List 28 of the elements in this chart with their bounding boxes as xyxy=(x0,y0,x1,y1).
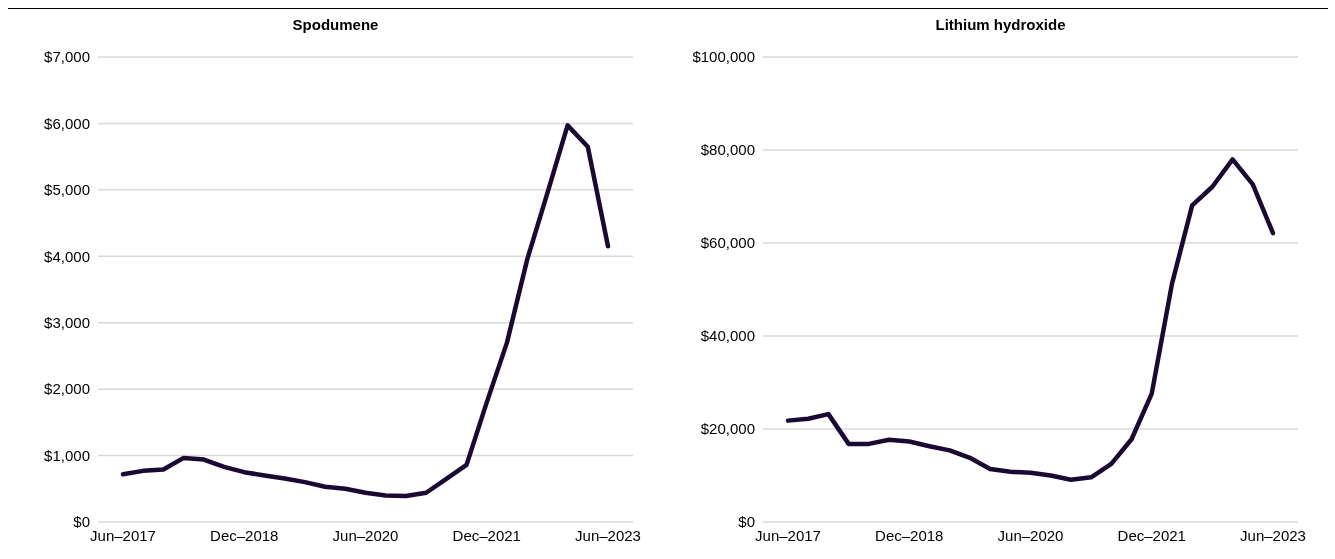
y-tick-label: $100,000 xyxy=(692,48,755,66)
y-tick-label: $1,000 xyxy=(44,446,90,464)
chart-title: Lithium hydroxide xyxy=(934,15,1067,35)
y-tick-label: $80,000 xyxy=(700,141,755,159)
x-tick-label: Dec–2021 xyxy=(452,526,521,544)
x-tick-label: Jun–2020 xyxy=(997,526,1064,544)
chart-title: Spodumene xyxy=(291,15,380,35)
y-tick-label: $0 xyxy=(73,513,90,531)
y-tick-label: $6,000 xyxy=(44,114,90,132)
x-tick-label: Jun–2020 xyxy=(332,526,399,544)
y-tick-label: $7,000 xyxy=(44,48,90,66)
x-tick-label: Dec–2018 xyxy=(210,526,279,544)
line-series xyxy=(120,123,611,499)
x-tick-label: Jun–2023 xyxy=(575,526,641,544)
y-tick-label: $40,000 xyxy=(700,327,755,345)
x-tick-label: Jun–2017 xyxy=(90,526,156,544)
x-tick-label: Dec–2021 xyxy=(1117,526,1186,544)
y-tick-label: $2,000 xyxy=(44,380,90,398)
x-tick-label: Jun–2023 xyxy=(1240,526,1306,544)
x-tick-label: Dec–2018 xyxy=(875,526,944,544)
y-tick-label: $60,000 xyxy=(700,234,755,252)
line-series xyxy=(785,157,1276,482)
y-tick-label: $0 xyxy=(738,513,755,531)
y-tick-label: $20,000 xyxy=(700,420,755,438)
y-tick-label: $5,000 xyxy=(44,181,90,199)
y-tick-label: $4,000 xyxy=(44,247,90,265)
y-tick-label: $3,000 xyxy=(44,314,90,332)
x-tick-label: Jun–2017 xyxy=(755,526,821,544)
